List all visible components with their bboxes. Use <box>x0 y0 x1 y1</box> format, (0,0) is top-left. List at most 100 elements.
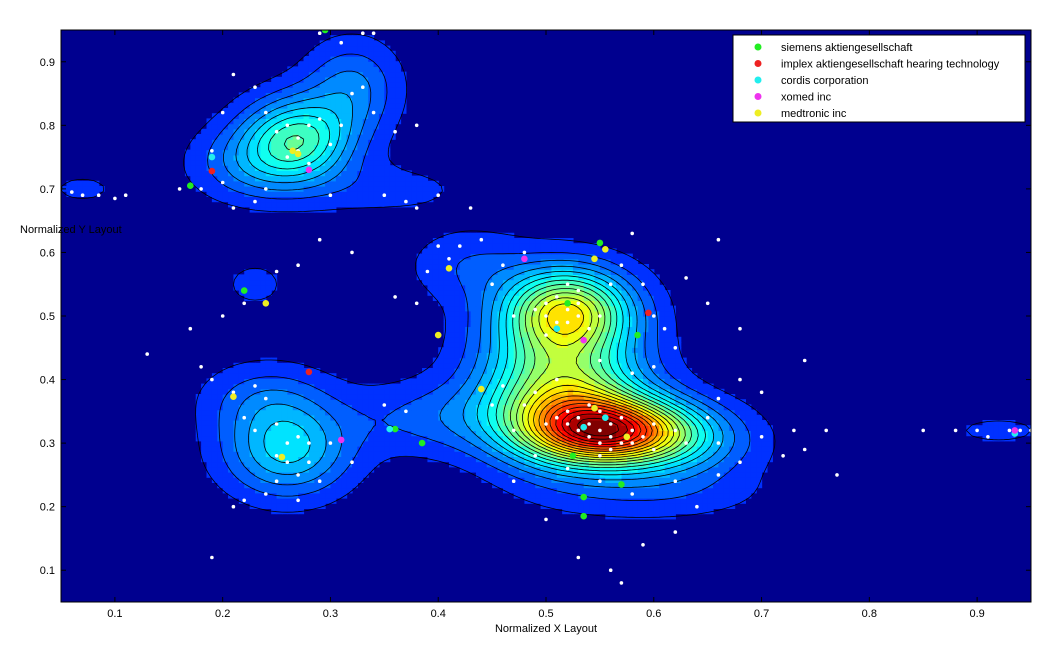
density-cell <box>508 336 515 343</box>
density-cell <box>238 201 245 208</box>
density-cell <box>319 487 326 494</box>
scatter-point <box>576 314 581 318</box>
density-cell <box>389 50 396 57</box>
density-cell <box>475 269 482 275</box>
density-cell <box>271 144 278 151</box>
density-cell <box>578 399 585 405</box>
density-cell <box>325 492 332 499</box>
density-cell <box>411 378 418 385</box>
density-cell <box>492 357 499 364</box>
density-cell <box>643 492 649 499</box>
density-cell <box>567 279 574 286</box>
density-cell <box>346 186 353 192</box>
density-cell <box>481 274 488 281</box>
density-cell <box>648 399 655 405</box>
density-cell <box>470 321 477 327</box>
density-cell <box>362 149 369 156</box>
density-cell <box>443 435 450 442</box>
density-cell <box>298 404 305 411</box>
density-cell <box>362 76 369 83</box>
density-cell <box>524 336 531 343</box>
density-cell <box>449 383 455 390</box>
density-cell <box>470 383 477 390</box>
density-cell <box>292 66 299 73</box>
density-cell <box>438 394 445 400</box>
density-cell <box>201 165 208 171</box>
density-cell <box>551 295 558 301</box>
density-cell <box>427 373 434 379</box>
density-cell <box>653 409 660 416</box>
density-cell <box>222 368 229 374</box>
density-cell <box>459 316 466 322</box>
density-cell <box>675 466 682 473</box>
density-cell <box>502 331 509 338</box>
density-cell <box>411 404 418 411</box>
density-cell <box>314 76 321 83</box>
density-cell <box>335 45 342 52</box>
density-cell <box>567 414 574 421</box>
density-cell <box>605 290 612 296</box>
density-cell <box>551 435 558 442</box>
density-cell <box>368 154 375 161</box>
density-cell <box>287 102 294 109</box>
density-cell <box>454 269 461 275</box>
density-cell <box>314 97 321 104</box>
density-cell <box>664 362 671 369</box>
density-cell <box>508 383 515 390</box>
density-cell <box>346 451 353 457</box>
density-cell <box>298 446 305 452</box>
density-cell <box>551 404 558 411</box>
density-cell <box>255 399 261 405</box>
density-cell <box>486 316 493 322</box>
company-point <box>580 512 587 520</box>
density-cell <box>486 342 493 348</box>
density-cell <box>325 108 332 114</box>
density-cell <box>664 404 671 411</box>
density-cell <box>659 482 666 489</box>
density-cell <box>556 362 563 369</box>
density-cell <box>341 388 348 395</box>
density-cell <box>292 472 299 478</box>
scatter-point <box>921 428 925 433</box>
density-cell <box>432 238 439 244</box>
density-cell <box>249 196 256 203</box>
density-cell <box>373 440 380 447</box>
density-cell <box>535 388 542 395</box>
density-cell <box>206 414 213 421</box>
density-cell <box>535 399 542 405</box>
density-cell <box>238 144 245 151</box>
density-cell <box>637 508 644 515</box>
density-cell <box>335 144 342 151</box>
density-cell <box>319 144 326 151</box>
density-cell <box>319 373 326 379</box>
density-cell <box>449 279 455 286</box>
density-cell <box>562 368 569 374</box>
density-cell <box>222 383 229 390</box>
density-cell <box>373 92 380 99</box>
density-cell <box>319 61 326 67</box>
density-cell <box>513 409 520 416</box>
density-cell <box>713 435 720 442</box>
density-cell <box>562 284 569 291</box>
density-cell <box>443 274 450 281</box>
density-cell <box>195 134 202 140</box>
density-cell <box>330 102 337 109</box>
density-cell <box>287 388 294 395</box>
scatter-point <box>80 193 85 197</box>
density-cell <box>750 446 757 452</box>
density-cell <box>486 290 493 296</box>
density-cell <box>519 492 526 499</box>
density-cell <box>335 394 342 400</box>
density-cell <box>287 435 294 442</box>
density-cell <box>465 378 472 385</box>
density-cell <box>249 492 256 499</box>
density-cell <box>432 258 439 265</box>
density-cell <box>362 56 369 62</box>
density-cell <box>632 357 639 364</box>
density-cell <box>346 76 353 83</box>
density-cell <box>594 357 601 364</box>
density-cell <box>707 409 714 416</box>
density-cell <box>292 487 299 494</box>
density-cell <box>761 440 768 447</box>
density-cell <box>368 175 375 182</box>
